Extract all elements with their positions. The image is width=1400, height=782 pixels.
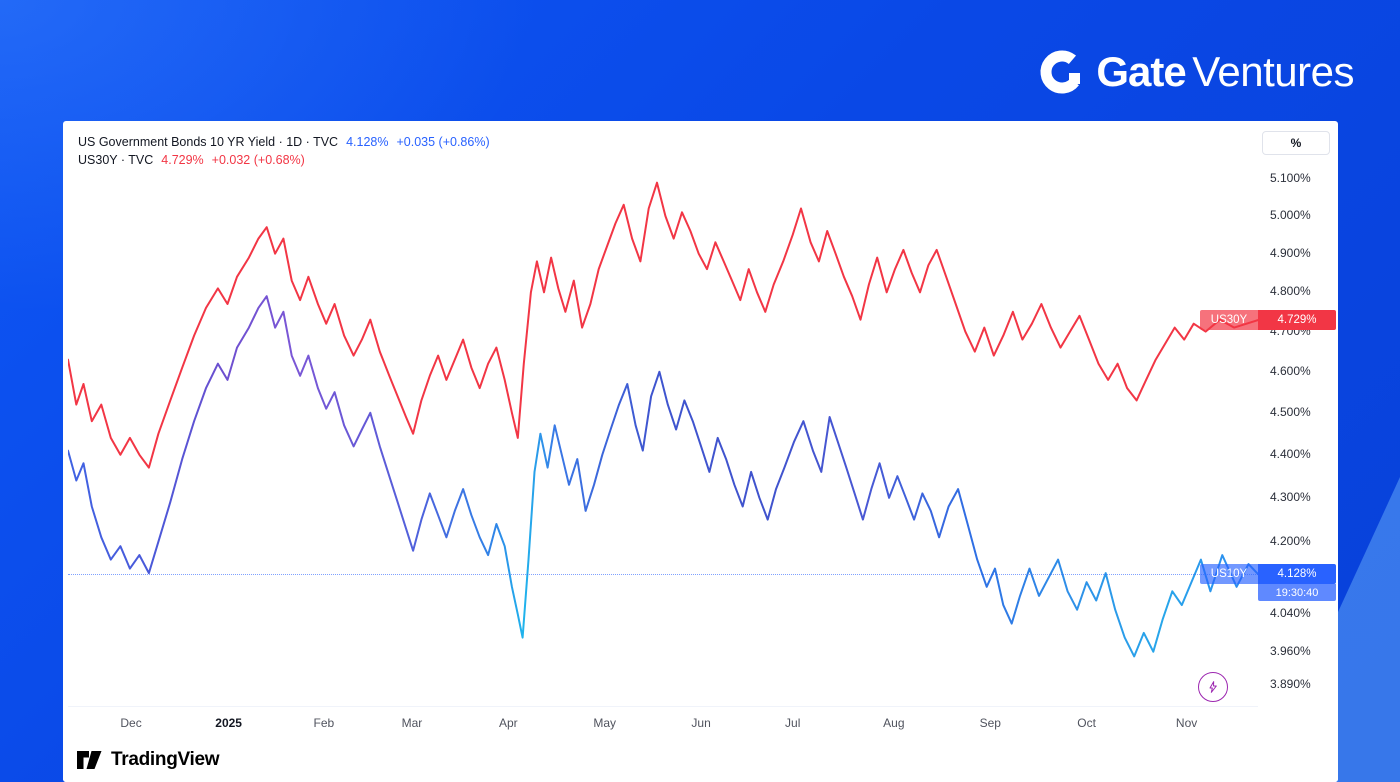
- price-chart[interactable]: [68, 136, 1258, 706]
- percent-scale-button[interactable]: %: [1262, 131, 1330, 155]
- price-tick: 4.800%: [1270, 284, 1311, 299]
- tradingview-logo-icon[interactable]: [76, 748, 103, 772]
- legend-row-us10y[interactable]: US Government Bonds 10 YR Yield · 1D · T…: [78, 133, 490, 151]
- time-tick: Feb: [313, 716, 335, 730]
- price-tick: 5.100%: [1270, 171, 1311, 185]
- time-tick: May: [593, 716, 617, 730]
- us30y-line: [68, 181, 1258, 469]
- time-tick: Oct: [1077, 716, 1096, 730]
- price-tick: 5.000%: [1270, 207, 1311, 222]
- price-tick: 3.960%: [1270, 643, 1311, 658]
- series-title-us30y: US30Y · TVC: [78, 153, 154, 167]
- series-value-us10y: 4.128%: [346, 135, 389, 149]
- badge-value-us10y: 4.128%: [1258, 564, 1336, 585]
- series-change-us30y: +0.032 (+0.68%): [211, 153, 305, 167]
- series-value-us30y: 4.729%: [161, 153, 204, 167]
- price-tick: 4.040%: [1270, 606, 1311, 621]
- series-change-us10y: +0.035 (+0.86%): [396, 135, 490, 149]
- time-tick: Aug: [883, 716, 905, 730]
- gate-logo-icon: [1040, 50, 1084, 94]
- price-axis[interactable]: % 5.100% 5.000% 4.900% 4.800% 4.700% 4.600% 4.…: [1258, 121, 1338, 737]
- price-tick: 4.400%: [1270, 446, 1311, 461]
- bar-countdown: 19:30:40: [1258, 584, 1336, 602]
- brand-word-ventures: Ventures: [1192, 48, 1354, 95]
- chart-card: US Government Bonds 10 YR Yield · 1D · T…: [63, 121, 1338, 782]
- last-price-line: [68, 574, 1258, 576]
- us10y-line: [68, 295, 1258, 658]
- time-tick: 2025: [215, 716, 242, 730]
- lightning-bolt-icon: [1209, 681, 1217, 693]
- price-tick: 3.890%: [1270, 677, 1311, 691]
- price-tick: 4.600%: [1270, 363, 1311, 378]
- time-tick: Mar: [401, 716, 423, 730]
- brand-word-gate: Gate: [1096, 48, 1186, 95]
- time-tick: Sep: [979, 716, 1001, 730]
- price-badge-us30y: US30Y 4.729%: [1200, 310, 1336, 331]
- time-tick: Apr: [498, 716, 518, 730]
- tradingview-link[interactable]: TradingView: [111, 748, 220, 770]
- time-axis[interactable]: Dec 2025 Feb Mar Apr May Jun Jul Aug Sep Oct Nov: [68, 706, 1258, 738]
- gate-ventures-logo: Gate Ventures: [1039, 48, 1354, 96]
- badge-name-us10y: US10Y: [1200, 564, 1258, 585]
- badge-name-us30y: US30Y: [1200, 310, 1258, 331]
- chart-legend: US Government Bonds 10 YR Yield · 1D · T…: [78, 133, 490, 169]
- price-tick: 4.500%: [1270, 404, 1311, 419]
- price-tick: 4.900%: [1270, 245, 1311, 260]
- price-badge-us10y: US10Y 4.128%: [1200, 564, 1336, 585]
- legend-row-us30y[interactable]: US30Y · TVC 4.729% +0.032 (+0.68%): [78, 151, 490, 169]
- badge-value-us30y: 4.729%: [1258, 310, 1336, 331]
- time-tick: Jun: [691, 716, 711, 730]
- price-tick: 4.200%: [1270, 533, 1311, 548]
- price-tick: 4.300%: [1270, 489, 1311, 504]
- time-tick: Jul: [785, 716, 801, 730]
- attribution-bar: TradingView: [63, 737, 1338, 782]
- time-tick: Dec: [120, 716, 142, 730]
- boost-button[interactable]: [1198, 672, 1228, 702]
- series-title-us10y: US Government Bonds 10 YR Yield · 1D · T…: [78, 135, 339, 149]
- time-tick: Nov: [1175, 716, 1198, 730]
